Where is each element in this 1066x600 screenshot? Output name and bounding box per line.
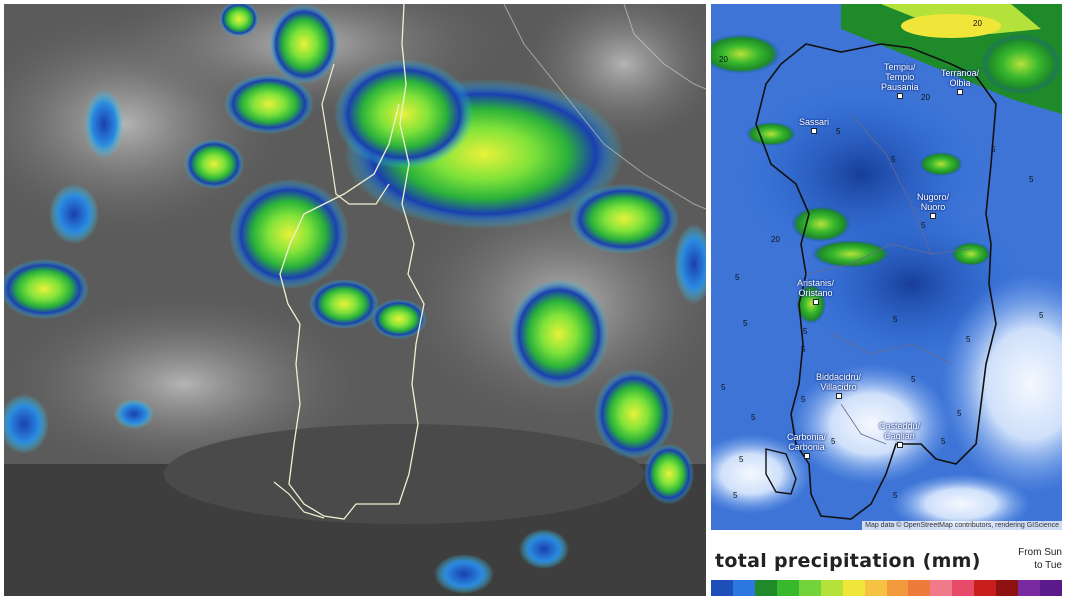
svg-text:5: 5 — [991, 145, 996, 154]
svg-text:5: 5 — [739, 455, 744, 464]
coastline-sardinia — [279, 4, 425, 520]
svg-text:5: 5 — [751, 413, 756, 422]
contour-labels: 20 20 20 5 5 5 5 5 5 5 5 5 5 5 5 5 5 5 5… — [719, 19, 1044, 500]
svg-text:5: 5 — [893, 491, 898, 500]
precipitation-legend: total precipitation (mm) From Sun to Tue — [711, 534, 1062, 600]
svg-text:5: 5 — [911, 375, 916, 384]
coastline-corsica — [321, 63, 390, 205]
legend-color-scale — [711, 580, 1062, 596]
svg-text:5: 5 — [941, 437, 946, 446]
svg-text:5: 5 — [735, 273, 740, 282]
coastline-italy — [503, 4, 706, 210]
legend-swatch — [930, 580, 953, 596]
svg-text:5: 5 — [831, 437, 836, 446]
city-tempio-pausania: Tempiu/Tempio Pausania — [881, 62, 919, 99]
precipitation-map-panel: 20 20 20 5 5 5 5 5 5 5 5 5 5 5 5 5 5 5 5… — [711, 4, 1062, 530]
legend-swatch — [1040, 580, 1062, 596]
svg-text:5: 5 — [1029, 175, 1034, 184]
sant-antioco-outline — [765, 448, 797, 495]
svg-text:5: 5 — [801, 345, 806, 354]
legend-swatch — [996, 580, 1019, 596]
svg-text:5: 5 — [957, 409, 962, 418]
city-villacidro: Biddacidru/Villacidro — [816, 372, 861, 399]
legend-swatch — [1018, 580, 1041, 596]
satellite-radar-image — [4, 4, 706, 596]
precipitation-map: 20 20 20 5 5 5 5 5 5 5 5 5 5 5 5 5 5 5 5… — [711, 4, 1062, 530]
city-oristano: Aristanis/Oristano — [797, 278, 834, 305]
legend-swatch — [908, 580, 931, 596]
city-olbia: Terranoa/Olbia — [941, 68, 979, 95]
legend-swatch — [798, 580, 821, 596]
map-attribution: Map data © OpenStreetMap contributors, r… — [862, 521, 1062, 530]
city-nuoro: Nugoro/Nuoro — [917, 192, 949, 219]
city-sassari: Sassari — [799, 117, 829, 134]
legend-swatch — [732, 580, 755, 596]
sardinia-outline — [755, 43, 997, 520]
svg-text:5: 5 — [721, 383, 726, 392]
legend-swatch — [711, 580, 733, 596]
legend-swatch — [864, 580, 887, 596]
svg-text:5: 5 — [921, 221, 926, 230]
coastline-sw — [273, 481, 325, 519]
svg-text:20: 20 — [973, 19, 982, 28]
svg-text:5: 5 — [803, 327, 808, 336]
svg-text:20: 20 — [719, 55, 728, 64]
legend-swatch — [952, 580, 975, 596]
city-carbonia: Carbonia/Carbonia — [787, 432, 826, 459]
svg-text:20: 20 — [921, 93, 930, 102]
legend-swatch — [776, 580, 799, 596]
svg-text:5: 5 — [1039, 311, 1044, 320]
svg-text:5: 5 — [801, 395, 806, 404]
legend-period: From Sun to Tue — [1018, 547, 1062, 571]
coastline-italy-north — [623, 4, 706, 90]
svg-text:5: 5 — [733, 491, 738, 500]
svg-text:20: 20 — [771, 235, 780, 244]
city-cagliari: Casteddu/Cagliari — [879, 421, 920, 448]
svg-text:5: 5 — [836, 127, 841, 136]
svg-text:5: 5 — [893, 315, 898, 324]
satellite-radar-panel — [4, 4, 706, 596]
svg-text:5: 5 — [966, 335, 971, 344]
legend-swatch — [842, 580, 865, 596]
svg-text:5: 5 — [743, 319, 748, 328]
legend-swatch — [820, 580, 843, 596]
svg-text:5: 5 — [891, 155, 896, 164]
legend-swatch — [974, 580, 997, 596]
legend-title: total precipitation (mm) — [715, 550, 981, 572]
legend-swatch — [754, 580, 777, 596]
legend-swatch — [886, 580, 909, 596]
